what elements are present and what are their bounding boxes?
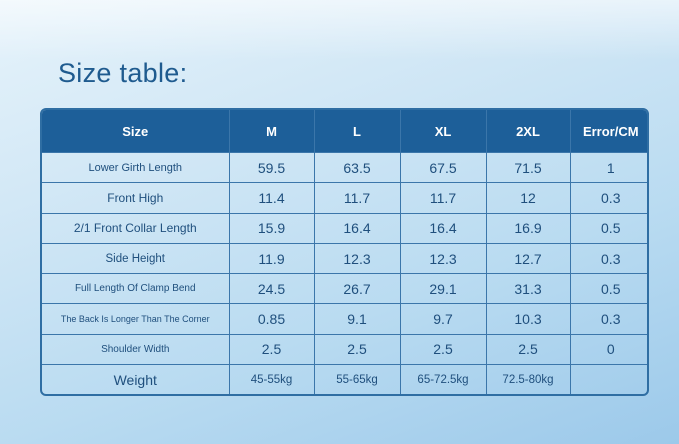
row-label: Full Length Of Clamp Bend (42, 273, 230, 305)
table-cell: 2.5 (313, 333, 401, 366)
column-header-xl: XL (399, 110, 487, 153)
table-cell: 11.7 (313, 182, 401, 214)
table-cell: 1 (569, 151, 647, 184)
row-label: Front High (42, 182, 230, 214)
table-row: Lower Girth Length 59.5 63.5 67.5 71.5 1 (42, 151, 647, 184)
table-row: Full Length Of Clamp Bend 24.5 26.7 29.1… (42, 273, 647, 305)
table-cell: 10.3 (485, 303, 571, 335)
table-cell: 71.5 (485, 151, 571, 184)
table-cell: 11.4 (228, 182, 315, 214)
table-cell: 67.5 (399, 151, 487, 184)
table-cell: 0 (569, 333, 647, 366)
table-row: 2/1 Front Collar Length 15.9 16.4 16.4 1… (42, 212, 647, 244)
table-cell: 16.4 (313, 212, 401, 244)
table-cell: 12.7 (485, 242, 571, 275)
column-header-error: Error/CM (569, 110, 647, 153)
column-header-2xl: 2XL (485, 110, 571, 153)
table-row: Weight 45-55kg 55-65kg 65-72.5kg 72.5-80… (42, 364, 647, 394)
table-row: Front High 11.4 11.7 11.7 12 0.3 (42, 182, 647, 214)
table-cell: 12 (485, 182, 571, 214)
column-header-size: Size (42, 110, 230, 153)
column-header-l: L (313, 110, 401, 153)
table-row: The Back Is Longer Than The Corner 0.85 … (42, 303, 647, 335)
table-cell: 0.3 (569, 303, 647, 335)
table-row: Side Height 11.9 12.3 12.3 12.7 0.3 (42, 242, 647, 275)
table-cell: 11.7 (399, 182, 487, 214)
table-cell: 9.7 (399, 303, 487, 335)
table-cell: 26.7 (313, 273, 401, 305)
size-table: Size M L XL 2XL Error/CM Lower Girth Len… (42, 110, 647, 394)
table-cell: 59.5 (228, 151, 315, 184)
column-header-m: M (228, 110, 315, 153)
table-cell: 16.4 (399, 212, 487, 244)
row-label: 2/1 Front Collar Length (42, 212, 230, 244)
row-label: Weight (42, 364, 230, 394)
table-header-row: Size M L XL 2XL Error/CM (42, 110, 647, 153)
table-row: Shoulder Width 2.5 2.5 2.5 2.5 0 (42, 333, 647, 366)
table-cell: 0.5 (569, 273, 647, 305)
table-cell: 2.5 (485, 333, 571, 366)
table-cell: 45-55kg (228, 364, 315, 394)
table-cell: 2.5 (399, 333, 487, 366)
row-label: Side Height (42, 242, 230, 275)
table-cell: 11.9 (228, 242, 315, 275)
row-label: The Back Is Longer Than The Corner (42, 303, 230, 335)
table-cell: 9.1 (313, 303, 401, 335)
table-cell (569, 364, 647, 394)
table-cell: 72.5-80kg (485, 364, 571, 394)
table-cell: 2.5 (228, 333, 315, 366)
row-label: Shoulder Width (42, 333, 230, 366)
background-glow (0, 0, 679, 60)
size-table-container: Size M L XL 2XL Error/CM Lower Girth Len… (40, 108, 649, 396)
table-cell: 0.3 (569, 242, 647, 275)
page-title: Size table: (58, 58, 188, 88)
table-cell: 63.5 (313, 151, 401, 184)
table-cell: 12.3 (399, 242, 487, 275)
table-cell: 29.1 (399, 273, 487, 305)
table-cell: 0.3 (569, 182, 647, 214)
table-cell: 0.85 (228, 303, 315, 335)
row-label: Lower Girth Length (42, 151, 230, 184)
table-cell: 0.5 (569, 212, 647, 244)
table-cell: 55-65kg (313, 364, 401, 394)
table-cell: 65-72.5kg (399, 364, 487, 394)
table-cell: 16.9 (485, 212, 571, 244)
table-cell: 15.9 (228, 212, 315, 244)
table-cell: 24.5 (228, 273, 315, 305)
table-cell: 12.3 (313, 242, 401, 275)
table-cell: 31.3 (485, 273, 571, 305)
